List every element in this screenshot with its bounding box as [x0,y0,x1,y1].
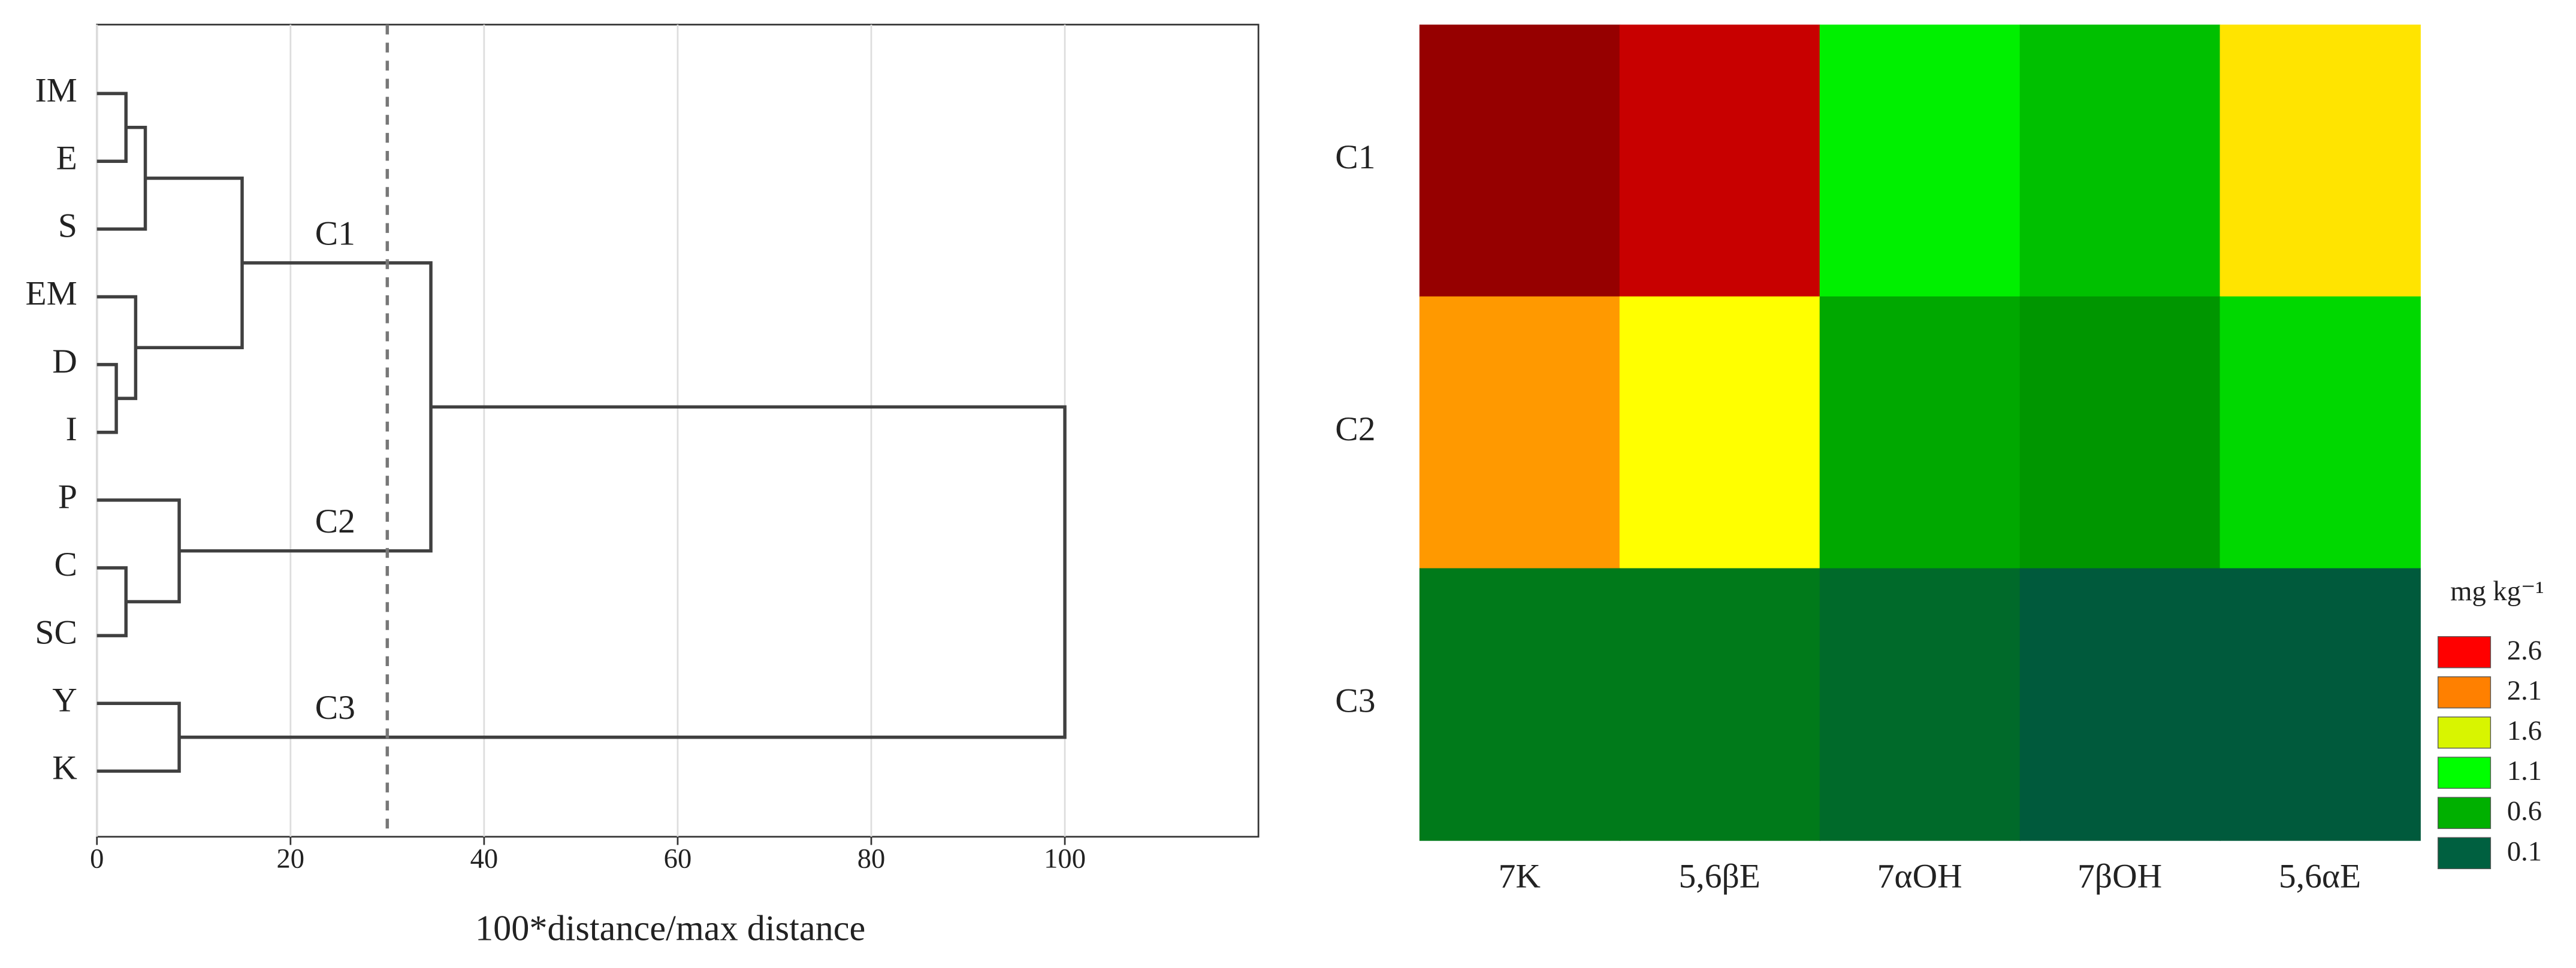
legend-swatch [2438,716,2492,749]
heat-cell [1419,296,1621,569]
leaf-label: Y [52,681,77,719]
x-tick-label: 100 [1044,843,1086,875]
column-label: 7βOH [2077,857,2162,895]
row-label: C1 [1335,138,1375,176]
heat-cell [1419,568,1621,841]
legend-label: 1.1 [2507,755,2542,786]
heat-cell [1619,25,1821,298]
legend-swatch [2438,636,2492,668]
heat-cell [2219,25,2421,298]
legend-swatch [2438,797,2492,829]
merge-link [135,176,244,350]
x-tick-label: 0 [90,843,104,875]
merge-link [96,498,181,604]
heat-cell [1819,296,2021,569]
heat-cell [1819,568,2021,841]
heat-cell [2219,568,2421,841]
column-label: 7K [1499,857,1541,895]
legend-swatch [2438,837,2492,869]
legend-label: 1.6 [2507,715,2542,746]
heat-cell [2219,296,2421,569]
legend-label: 2.1 [2507,675,2542,706]
leaf-label: K [52,749,77,787]
merge-link [96,701,181,773]
heat-cell [1619,568,1821,841]
x-tick-label: 80 [857,843,886,875]
merge-link [96,92,128,163]
leaf-label: E [56,139,77,177]
x-axis-label: 100*distance/max distance [475,909,865,949]
leaf-label: SC [35,613,77,651]
heat-cell [1419,25,1621,298]
row-label: C3 [1335,682,1375,720]
x-tick-label: 40 [470,843,499,875]
legend-label: 0.1 [2507,836,2542,867]
heat-cell [2019,568,2221,841]
legend-swatch [2438,676,2492,709]
leaf-label: S [58,207,77,245]
merge-link [179,405,1067,739]
merge-link [96,566,128,637]
merge-link [179,261,433,553]
cluster-label: C3 [315,689,355,727]
cluster-label: C1 [315,214,355,252]
merge-link [96,362,118,434]
leaf-label: I [66,410,77,448]
leaf-label: D [52,343,77,380]
cluster-label: C2 [315,503,355,540]
column-label: 5,6βE [1679,857,1760,895]
legend-label: 0.6 [2507,795,2542,827]
heat-cell [2019,25,2221,298]
merge-link [96,125,147,231]
x-tick-label: 60 [664,843,692,875]
leaf-label: EM [26,275,77,313]
heat-cell [2019,296,2221,569]
leaf-label: P [58,478,77,516]
column-label: 7αOH [1877,857,1962,895]
x-tick-label: 20 [277,843,305,875]
legend-title: mg kg⁻¹ [2450,576,2544,607]
heat-cell [1619,296,1821,569]
row-label: C2 [1335,410,1375,448]
heat-cell [1819,25,2021,298]
legend-swatch [2438,757,2492,789]
column-label: 5,6αE [2279,857,2361,895]
leaf-label: IM [35,71,77,109]
legend-label: 2.6 [2507,635,2542,666]
leaf-label: C [54,546,77,583]
